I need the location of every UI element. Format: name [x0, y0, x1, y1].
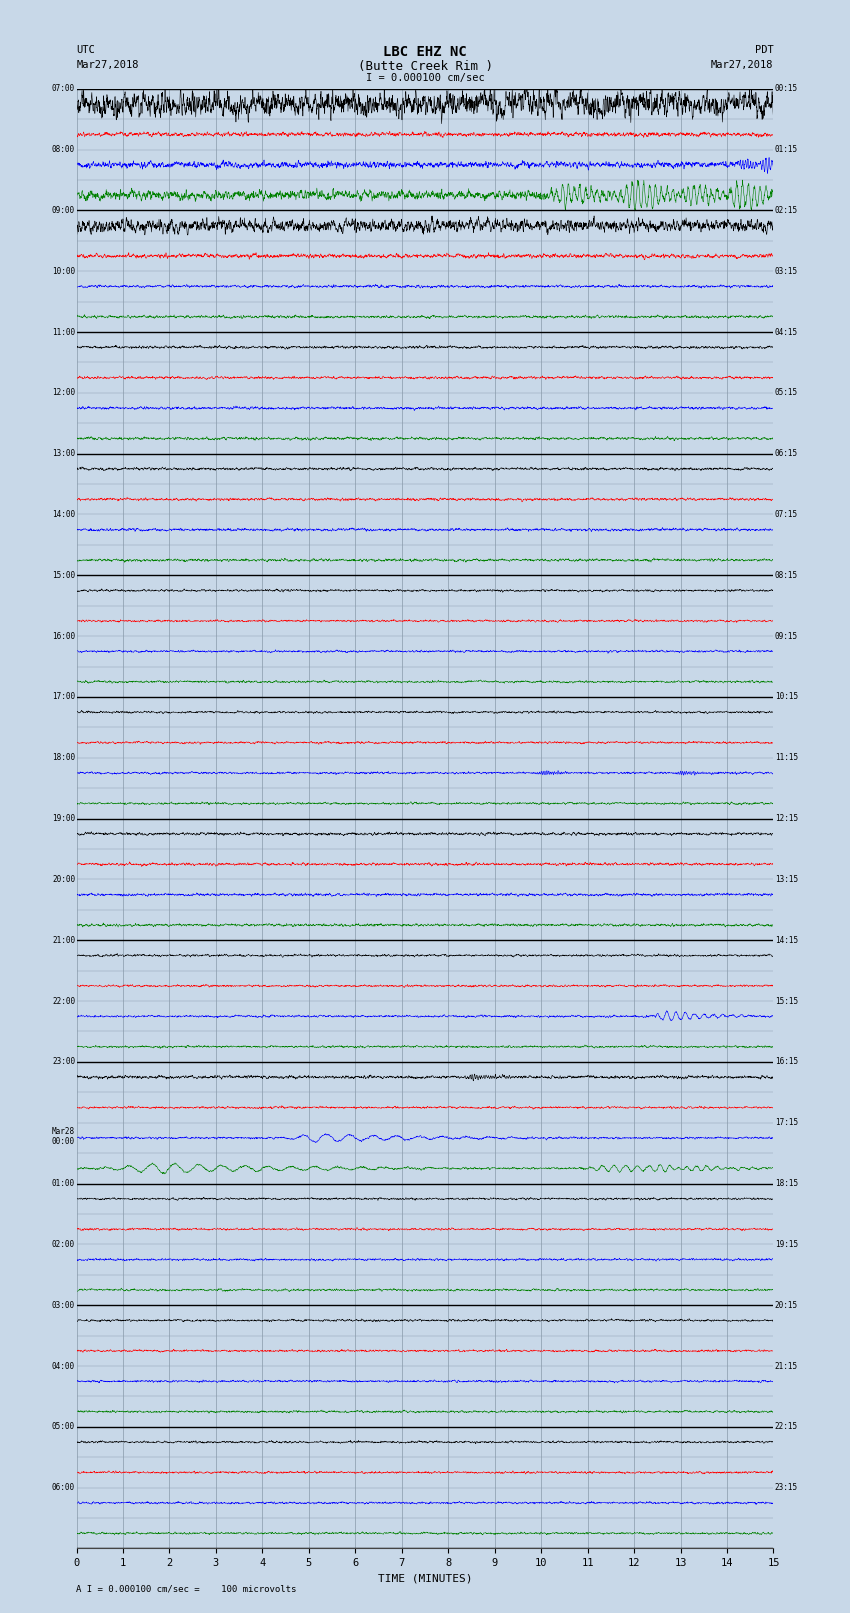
Text: 13:00: 13:00: [52, 448, 75, 458]
Text: 19:15: 19:15: [775, 1240, 798, 1248]
Text: 02:15: 02:15: [775, 206, 798, 215]
Text: 09:15: 09:15: [775, 632, 798, 640]
Text: 05:00: 05:00: [52, 1423, 75, 1431]
Text: 03:15: 03:15: [775, 266, 798, 276]
Text: 15:00: 15:00: [52, 571, 75, 579]
Text: 07:00: 07:00: [52, 84, 75, 94]
Text: 23:15: 23:15: [775, 1484, 798, 1492]
Text: 02:00: 02:00: [52, 1240, 75, 1248]
Text: 13:15: 13:15: [775, 874, 798, 884]
Text: 22:00: 22:00: [52, 997, 75, 1005]
Text: Mar27,2018: Mar27,2018: [76, 60, 139, 69]
Text: 01:15: 01:15: [775, 145, 798, 153]
Text: 21:15: 21:15: [775, 1361, 798, 1371]
Text: 19:00: 19:00: [52, 815, 75, 823]
Text: 17:00: 17:00: [52, 692, 75, 702]
Text: (Butte Creek Rim ): (Butte Creek Rim ): [358, 60, 492, 73]
Text: 14:00: 14:00: [52, 510, 75, 519]
Text: 21:00: 21:00: [52, 936, 75, 945]
Text: 11:00: 11:00: [52, 327, 75, 337]
Text: 18:15: 18:15: [775, 1179, 798, 1189]
Text: A I = 0.000100 cm/sec =    100 microvolts: A I = 0.000100 cm/sec = 100 microvolts: [76, 1584, 297, 1594]
Text: 20:00: 20:00: [52, 874, 75, 884]
Text: LBC EHZ NC: LBC EHZ NC: [383, 45, 467, 60]
Text: 01:00: 01:00: [52, 1179, 75, 1189]
Text: 04:15: 04:15: [775, 327, 798, 337]
Text: 16:00: 16:00: [52, 632, 75, 640]
Text: 18:00: 18:00: [52, 753, 75, 763]
Text: UTC: UTC: [76, 45, 95, 55]
Text: 06:00: 06:00: [52, 1484, 75, 1492]
Text: 12:15: 12:15: [775, 815, 798, 823]
Text: 15:15: 15:15: [775, 997, 798, 1005]
Text: 08:00: 08:00: [52, 145, 75, 153]
Text: 08:15: 08:15: [775, 571, 798, 579]
Text: 12:00: 12:00: [52, 389, 75, 397]
Text: 14:15: 14:15: [775, 936, 798, 945]
Text: 00:15: 00:15: [775, 84, 798, 94]
Text: 07:15: 07:15: [775, 510, 798, 519]
Text: 09:00: 09:00: [52, 206, 75, 215]
Text: 00:00: 00:00: [52, 1137, 75, 1147]
Text: 04:00: 04:00: [52, 1361, 75, 1371]
Text: 05:15: 05:15: [775, 389, 798, 397]
Text: Mar28: Mar28: [52, 1127, 75, 1136]
Text: I = 0.000100 cm/sec: I = 0.000100 cm/sec: [366, 73, 484, 82]
Text: 16:15: 16:15: [775, 1058, 798, 1066]
Text: 10:00: 10:00: [52, 266, 75, 276]
X-axis label: TIME (MINUTES): TIME (MINUTES): [377, 1574, 473, 1584]
Text: Mar27,2018: Mar27,2018: [711, 60, 774, 69]
Text: 03:00: 03:00: [52, 1300, 75, 1310]
Text: 20:15: 20:15: [775, 1300, 798, 1310]
Text: 17:15: 17:15: [775, 1118, 798, 1127]
Text: 10:15: 10:15: [775, 692, 798, 702]
Text: 06:15: 06:15: [775, 448, 798, 458]
Text: 22:15: 22:15: [775, 1423, 798, 1431]
Text: 23:00: 23:00: [52, 1058, 75, 1066]
Text: PDT: PDT: [755, 45, 774, 55]
Text: 11:15: 11:15: [775, 753, 798, 763]
